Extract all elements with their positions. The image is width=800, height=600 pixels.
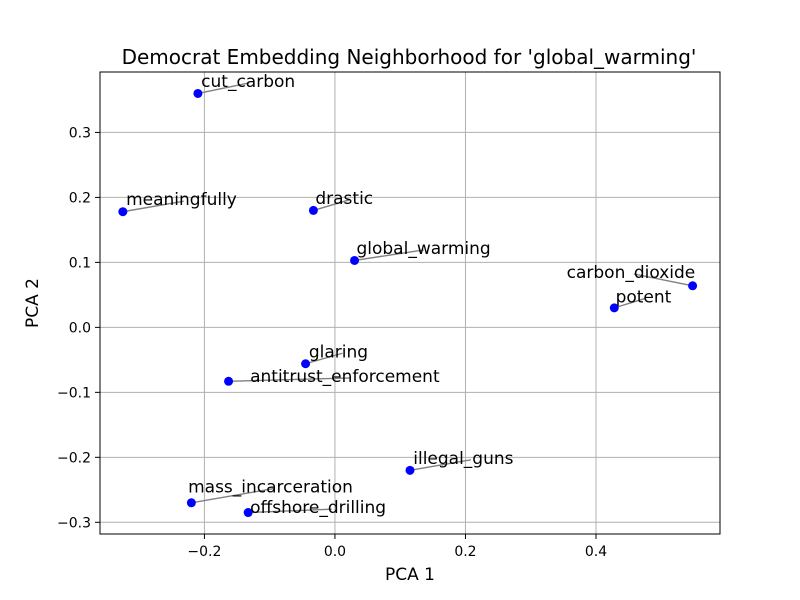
x-tick-label: −0.2 <box>187 544 221 560</box>
data-point <box>308 205 318 215</box>
leader-lines <box>122 82 693 514</box>
leader-line <box>197 82 250 95</box>
point-label: mass_incarceration <box>188 477 353 497</box>
leader-line <box>305 352 343 365</box>
grid <box>100 72 720 534</box>
y-tick-label: 0.3 <box>69 125 91 141</box>
data-point <box>350 255 360 265</box>
point-label: glaring <box>309 342 368 362</box>
data-point <box>301 359 311 369</box>
data-point <box>243 508 253 518</box>
x-tick-label: 0.4 <box>585 544 607 560</box>
leader-line <box>614 298 645 309</box>
point-label: carbon_dioxide <box>567 263 696 283</box>
leader-line <box>248 508 332 514</box>
data-point <box>118 207 128 217</box>
y-tick-label: −0.3 <box>57 515 91 531</box>
data-point <box>186 498 196 508</box>
point-label: offshore_drilling <box>250 498 386 518</box>
y-tick-label: 0.0 <box>69 320 91 336</box>
leader-line <box>409 459 471 472</box>
leader-line <box>354 249 424 262</box>
data-point <box>193 88 203 98</box>
point-label: global_warming <box>356 239 490 259</box>
point-label: drastic <box>315 189 373 209</box>
y-tick-label: −0.1 <box>57 385 91 401</box>
leader-line <box>122 200 184 213</box>
y-tick-label: −0.2 <box>57 450 91 466</box>
y-tick-label: 0.1 <box>69 255 91 271</box>
point-labels: cut_carbon meaningfully drastic global_warm… <box>126 72 695 518</box>
x-tick-label: 0.0 <box>324 544 346 560</box>
data-point <box>688 281 698 291</box>
y-axis-label: PCA 2 <box>23 278 43 328</box>
point-label: meaningfully <box>126 190 237 210</box>
data-point <box>224 376 234 386</box>
leader-line <box>313 199 350 212</box>
point-label: potent <box>616 288 672 308</box>
leader-line <box>191 487 275 504</box>
axis-ticks: −0.2 0.0 0.2 0.4 −0.3 −0.2 −0.1 0.0 0.1 0.2 0.3 <box>57 125 607 560</box>
point-label: antitrust_enforcement <box>250 367 440 387</box>
y-tick-label: 0.2 <box>69 190 91 206</box>
chart-title: Democrat Embedding Neighborhood for 'glo… <box>122 45 697 69</box>
point-label: cut_carbon <box>201 72 295 92</box>
data-point <box>609 303 619 313</box>
point-label: illegal_guns <box>413 449 513 469</box>
plot-frame <box>99 71 721 535</box>
leader-line <box>228 377 351 382</box>
data-points <box>118 88 698 518</box>
data-point <box>405 465 415 475</box>
x-axis-label: PCA 1 <box>385 565 435 585</box>
x-tick-label: 0.2 <box>454 544 476 560</box>
leader-line <box>633 273 693 287</box>
